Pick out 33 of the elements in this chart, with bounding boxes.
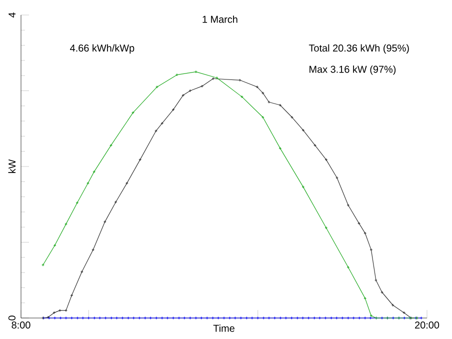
point — [358, 222, 360, 225]
point — [86, 182, 90, 185]
point — [110, 144, 112, 147]
point — [290, 116, 294, 119]
point — [314, 144, 317, 147]
y-tick-label: 4 — [8, 12, 16, 18]
point — [182, 94, 185, 97]
y-tick-label: 0 — [8, 316, 16, 320]
x-tick-label: 20:00 — [415, 322, 440, 329]
point — [200, 84, 204, 88]
point — [380, 290, 384, 294]
point — [256, 85, 259, 88]
x-tick-label: 8:00 — [12, 322, 30, 329]
point — [131, 111, 134, 114]
point — [261, 92, 264, 95]
chart-title: 1 March — [202, 16, 238, 23]
point — [175, 73, 178, 76]
point — [240, 95, 244, 98]
point — [154, 129, 158, 132]
point — [302, 185, 305, 188]
point — [64, 308, 68, 312]
point — [58, 308, 62, 312]
point — [156, 85, 159, 88]
point — [402, 311, 406, 314]
point — [92, 248, 95, 252]
y-axis-title: kW — [8, 159, 16, 174]
annotation: 4.66 kWh/kWp — [70, 44, 134, 54]
point — [268, 100, 270, 104]
x-axis-title: Time — [213, 324, 234, 332]
annotation: Max 3.16 kW (97%) — [310, 66, 396, 75]
point — [64, 222, 68, 226]
annotation: Total 20.36 kWh (95%) — [308, 44, 409, 54]
point — [336, 176, 339, 180]
